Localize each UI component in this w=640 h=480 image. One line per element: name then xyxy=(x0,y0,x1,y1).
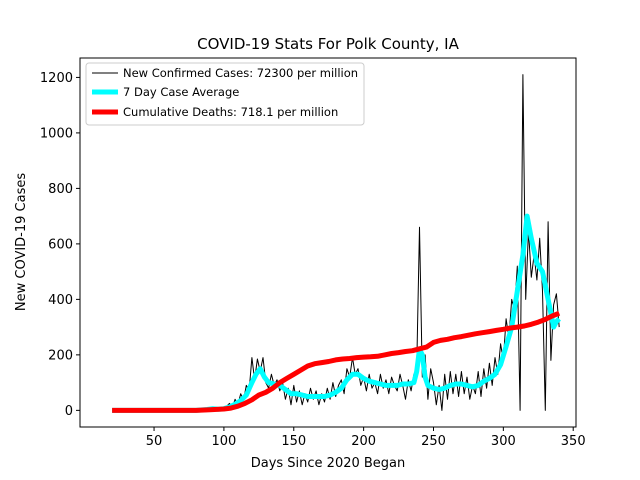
legend: New Confirmed Cases: 72300 per million 7… xyxy=(85,62,365,126)
y-tick-label: 1000 xyxy=(40,126,73,141)
x-axis: 50 100 150 200 250 300 350 xyxy=(146,427,586,449)
y-axis: 0 200 400 600 800 1000 1200 xyxy=(40,71,80,419)
series-layer xyxy=(112,74,561,413)
y-tick-label: 600 xyxy=(48,237,73,252)
x-tick-label: 50 xyxy=(146,434,163,449)
x-tick-label: 300 xyxy=(491,434,516,449)
y-tick-label: 0 xyxy=(65,404,73,419)
legend-box xyxy=(85,62,365,126)
y-tick-label: 200 xyxy=(48,348,73,363)
legend-label-deaths: Cumulative Deaths: 718.1 per million xyxy=(123,105,338,119)
series-line-7day-avg xyxy=(112,213,561,413)
legend-label-7day-avg: 7 Day Case Average xyxy=(123,85,239,99)
series-line-cumulative-deaths xyxy=(112,310,561,413)
x-tick-label: 350 xyxy=(561,434,586,449)
x-tick-label: 150 xyxy=(281,434,306,449)
x-tick-label: 100 xyxy=(211,434,236,449)
y-tick-label: 800 xyxy=(48,182,73,197)
chart-title: COVID-19 Stats For Polk County, IA xyxy=(197,35,459,53)
x-tick-label: 250 xyxy=(421,434,446,449)
x-tick-label: 200 xyxy=(351,434,376,449)
y-tick-label: 1200 xyxy=(40,71,73,86)
plot-frame xyxy=(79,57,577,428)
legend-label-new-cases: New Confirmed Cases: 72300 per million xyxy=(123,66,358,80)
y-axis-title: New COVID-19 Cases xyxy=(14,173,29,311)
x-axis-title: Days Since 2020 Began xyxy=(251,456,406,471)
y-tick-label: 400 xyxy=(48,293,73,308)
